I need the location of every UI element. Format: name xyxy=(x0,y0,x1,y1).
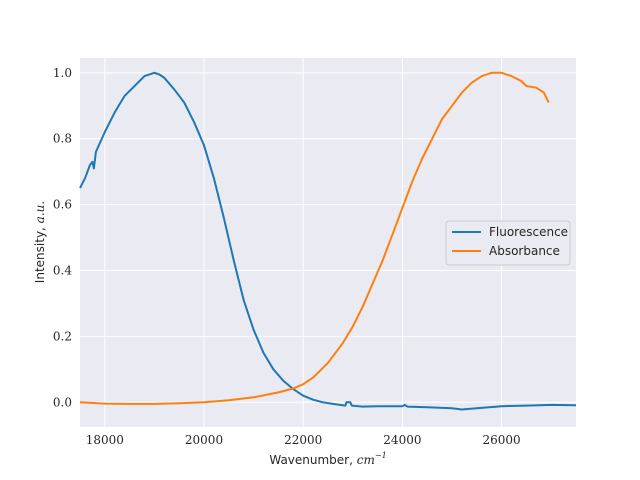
x-tick-label: 24000 xyxy=(383,433,421,447)
series-line-fluorescence xyxy=(79,71,577,411)
y-tick-labels: 0.0 0.2 0.4 0.6 0.8 1.0 xyxy=(53,66,72,409)
legend-label-absorbance: Absorbance xyxy=(489,244,560,258)
x-tick-label: 20000 xyxy=(185,433,223,447)
x-tick-labels: 18000 20000 22000 24000 26000 xyxy=(86,433,521,447)
x-tick-label: 22000 xyxy=(284,433,322,447)
x-axis-label: Wavenumber, cm−1 xyxy=(269,451,386,467)
legend: Fluorescence Absorbance xyxy=(445,220,571,266)
y-axis-label: Intensity, a.u. xyxy=(33,201,47,283)
y-tick-label: 0.4 xyxy=(53,264,72,278)
x-tick-label: 26000 xyxy=(483,433,521,447)
legend-label-fluorescence: Fluorescence xyxy=(489,225,568,239)
y-tick-label: 0.0 xyxy=(53,395,72,409)
y-tick-label: 1.0 xyxy=(53,66,72,80)
y-tick-label: 0.2 xyxy=(53,329,72,343)
y-tick-label: 0.8 xyxy=(53,132,72,146)
y-tick-label: 0.6 xyxy=(53,198,72,212)
series-line-absorbance xyxy=(79,71,550,405)
series-layer xyxy=(79,71,577,411)
x-tick-label: 18000 xyxy=(86,433,124,447)
